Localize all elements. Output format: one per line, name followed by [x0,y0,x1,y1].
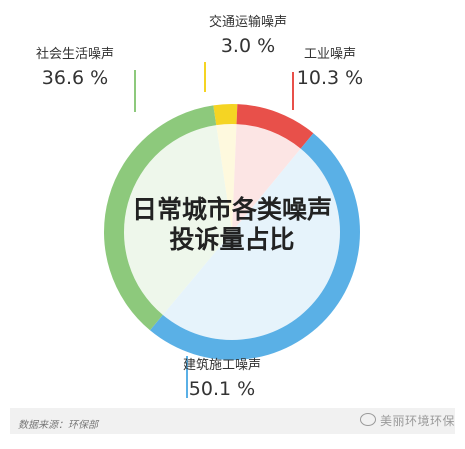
slice-value-label-1: 3.0 % [221,35,275,57]
chart-title-line-2: 投诉量占比 [169,225,294,254]
slice-value-label-3: 50.1 % [189,378,255,400]
slice-ring-4 [104,105,217,331]
slice-name-label-2: 工业噪声 [304,47,356,62]
slice-value-label-2: 10.3 % [297,67,363,89]
chart-title-line-1: 日常城市各类噪声 [132,195,332,224]
watermark-text: 美丽环境环保 [380,414,456,428]
slice-name-label-1: 交通运输噪声 [209,14,287,30]
slice-ring-1 [213,103,238,126]
data-source-note: 数据来源：环保部 [18,420,98,431]
slice-fill-2 [232,124,301,232]
slice-name-label-3: 建筑施工噪声 [183,357,261,373]
slice-ring-3 [149,133,360,360]
slice-value-label-4: 36.6 % [42,67,108,89]
wechat-icon [360,413,376,426]
slice-fill-3 [162,148,340,340]
footer-bar [10,408,455,434]
slice-name-label-4: 社会生活噪声 [36,46,114,62]
slice-fill-4 [124,125,232,315]
slice-fill-1 [216,123,237,232]
watermark: 美丽环境环保 [360,412,455,429]
slice-ring-2 [236,104,314,149]
